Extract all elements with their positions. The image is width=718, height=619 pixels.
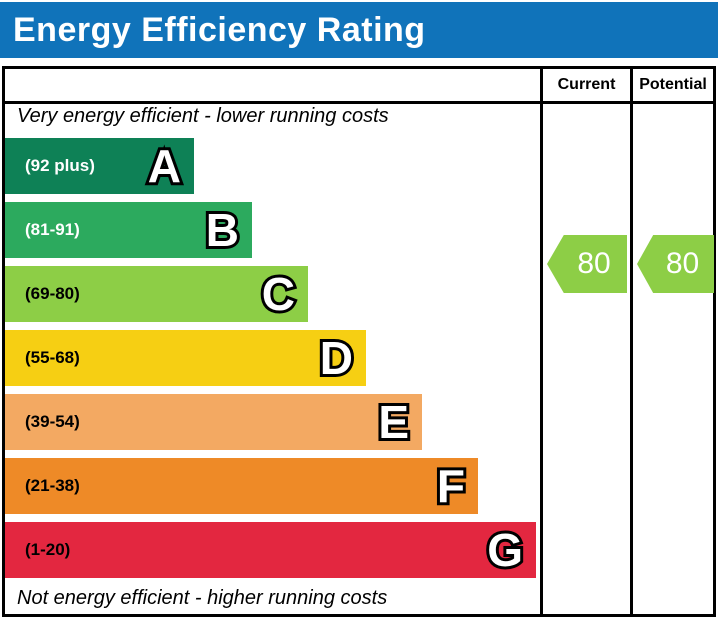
band-letter-e: E E [375, 394, 412, 450]
band-letter-d: D D [317, 330, 356, 386]
band-row-c: (69-80) C C [5, 266, 308, 322]
current-rating-arrow: 80 [547, 235, 627, 293]
note-very-efficient: Very energy efficient - lower running co… [17, 105, 389, 127]
band-range-label: (69-80) [25, 284, 80, 303]
band-range-label: (21-38) [25, 476, 80, 495]
page-title: Energy Efficiency Rating [13, 10, 426, 49]
column-divider-current [540, 69, 543, 614]
band-row-a: (92 plus) A A [5, 138, 194, 194]
band-range-label: (81-91) [25, 220, 80, 239]
column-header-potential: Potential [639, 76, 707, 93]
band-range-label: (92 plus) [25, 156, 95, 175]
band-row-b: (81-91) B B [5, 202, 252, 258]
title-bar: Energy Efficiency Rating [0, 2, 718, 58]
band-row-g: (1-20) G G [5, 522, 536, 578]
band-letter-c: C C [259, 266, 298, 322]
potential-rating-value: 80 [665, 247, 700, 280]
current-rating-value: 80 [577, 247, 611, 280]
header-row-divider [5, 101, 713, 104]
column-header-current: Current [557, 76, 616, 93]
epc-chart-table: Current Potential Very energy efficient … [2, 66, 716, 617]
band-row-f: (21-38) F F [5, 458, 478, 514]
band-letter-f: F F [434, 458, 468, 514]
band-letter-b: B B [203, 202, 242, 258]
band-letter-a: A A [145, 138, 184, 194]
band-range-label: (55-68) [25, 348, 80, 367]
band-range-label: (39-54) [25, 412, 80, 431]
band-letter-g: G G [484, 522, 526, 578]
band-row-d: (55-68) D D [5, 330, 366, 386]
band-range-label: (1-20) [25, 540, 71, 559]
column-divider-potential [630, 69, 633, 614]
band-row-e: (39-54) E E [5, 394, 422, 450]
note-not-efficient: Not energy efficient - higher running co… [17, 587, 388, 609]
potential-rating-arrow: 80 [637, 235, 714, 293]
